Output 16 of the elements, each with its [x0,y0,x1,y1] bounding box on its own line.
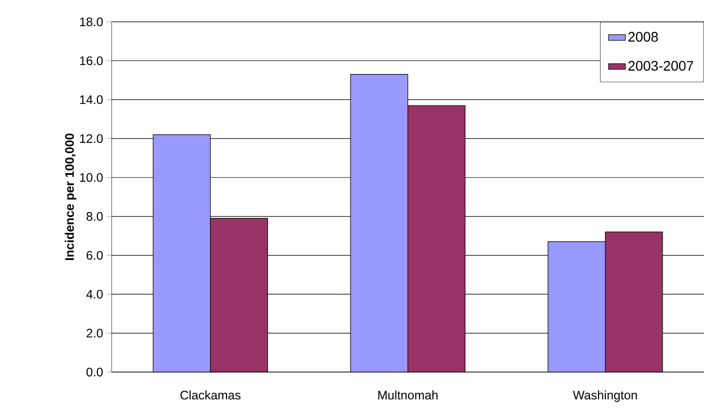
x-tick-label: Multnomah [378,390,438,400]
y-tick-label: 4.0 [86,290,103,299]
y-tick-label: 16.0 [80,56,103,66]
y-tick-label: 12.0 [80,134,103,144]
y-tick-label: 18.0 [80,18,103,26]
legend-label: 2003-2007 [628,61,694,71]
y-tick-label: 2.0 [86,328,103,338]
legend-label: 2008 [628,32,658,42]
y-axis-title: Incidence per 100,000 [64,134,76,260]
x-tick-label: Clackamas [180,390,240,400]
y-tick-label: 8.0 [86,212,103,221]
x-tick-label: Washington [572,390,637,402]
y-tick-label: 0.0 [86,368,103,377]
y-tick-label: 6.0 [86,251,103,260]
y-tick-label: 10.0 [80,173,103,182]
y-tick-label: 14.0 [80,95,103,104]
